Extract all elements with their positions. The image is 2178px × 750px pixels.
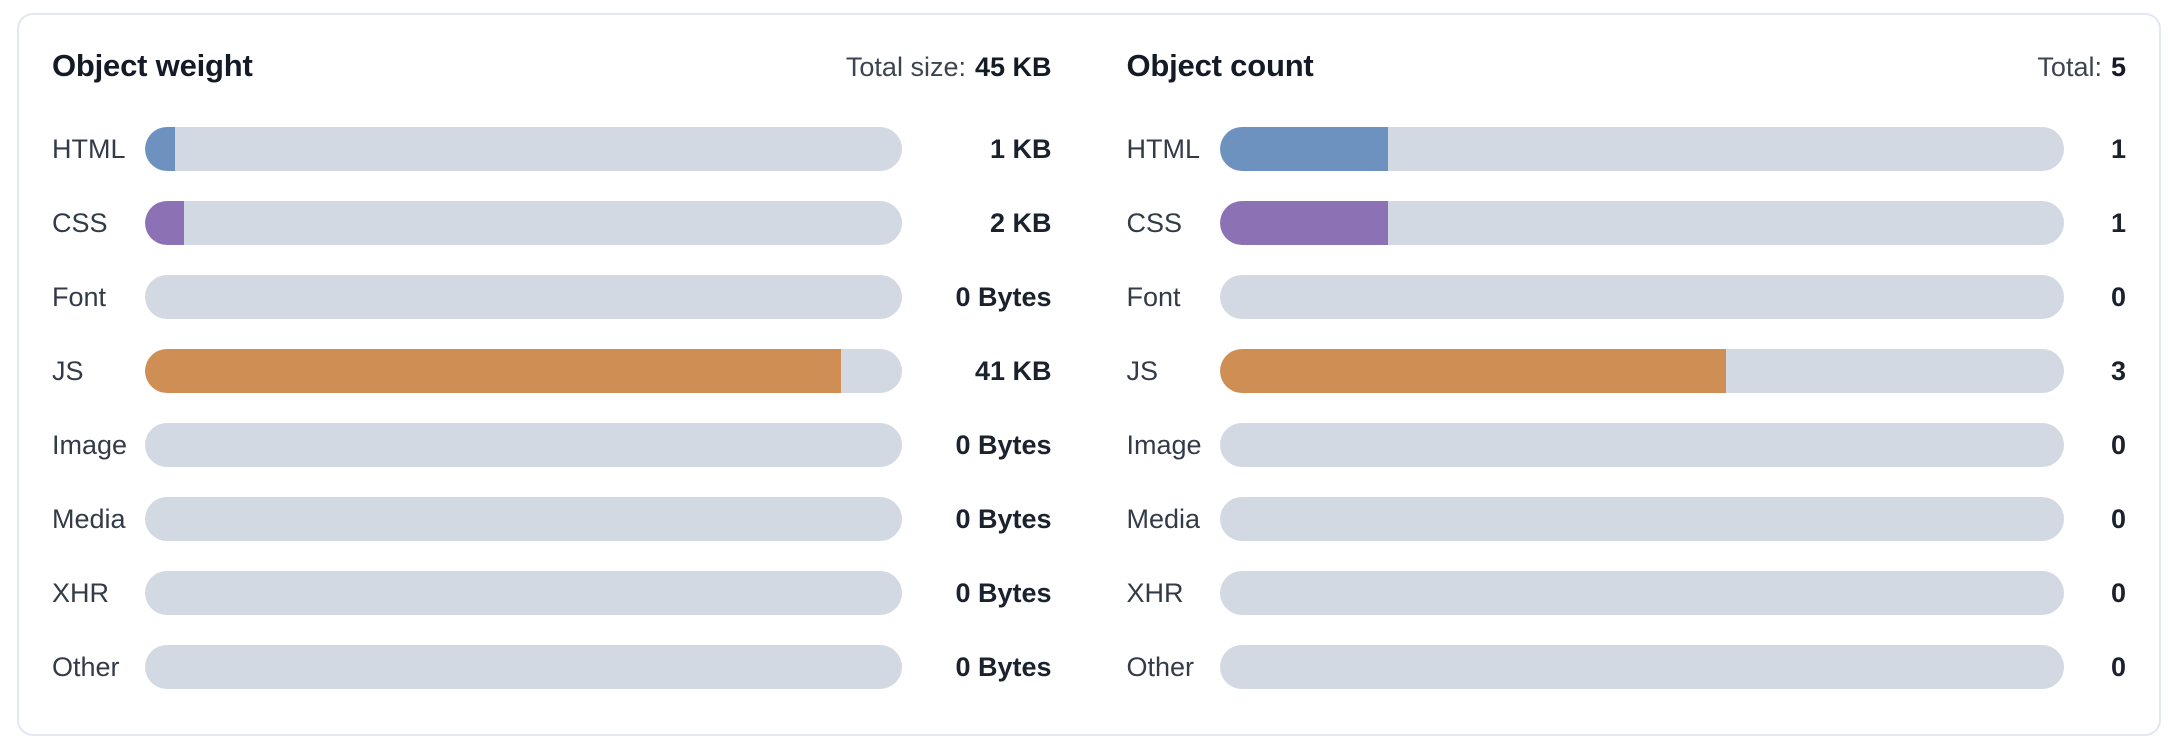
row-label: JS (52, 355, 84, 386)
chart-row: HTML 1 (1126, 127, 2126, 171)
chart-row: CSS 1 (1126, 201, 2126, 245)
row-value: 0 Bytes (955, 429, 1052, 460)
row-label: CSS (52, 207, 108, 238)
row-label: Media (1126, 503, 1201, 534)
bar-track (145, 423, 902, 467)
panel-total: Total size: 45 KB (846, 49, 1052, 85)
bar-track (145, 497, 902, 541)
bar-track (1219, 423, 2064, 467)
bar-fill (145, 201, 184, 245)
row-label: Image (1126, 429, 1202, 460)
row-value: 1 (2110, 133, 2126, 164)
bar-fill (145, 349, 841, 393)
row-label: XHR (1126, 577, 1184, 608)
bar-track (1219, 349, 2064, 393)
chart-row: XHR 0 Bytes (52, 571, 1052, 615)
bar-track (145, 645, 902, 689)
chart-row: Font 0 (1126, 275, 2126, 319)
panel-total: Total: 5 (2037, 49, 2126, 85)
object-count-panel: Object count Total: 5 HTML 1 CSS 1 Font 0 JS 3 Im… (1126, 48, 2127, 734)
panel-header: Object weight Total size: 45 KB (52, 48, 1052, 84)
row-value: 3 (2110, 355, 2126, 386)
bar-fill (1219, 127, 1389, 171)
row-label: Font (1126, 281, 1181, 312)
bar-fill (1219, 201, 1389, 245)
row-value: 0 (2110, 577, 2126, 608)
row-label: XHR (52, 577, 110, 608)
bar-track (145, 571, 902, 615)
chart-row: Media 0 (1126, 497, 2126, 541)
row-value: 0 Bytes (955, 651, 1052, 682)
row-value: 0 (2110, 651, 2126, 682)
row-value: 1 (2110, 207, 2126, 238)
row-label: HTML (52, 133, 126, 164)
row-value: 41 KB (974, 355, 1052, 386)
row-label: Other (52, 651, 120, 682)
panel-title: Object weight (52, 48, 253, 83)
chart-row: JS 41 KB (52, 349, 1052, 393)
chart-row: XHR 0 (1126, 571, 2126, 615)
bar-track (145, 127, 902, 171)
row-value: 0 Bytes (955, 503, 1052, 534)
row-label: Other (1126, 651, 1195, 682)
bar-track (1219, 275, 2064, 319)
total-label: Total: (2037, 52, 2102, 82)
row-label: JS (1126, 355, 1159, 386)
chart-row: HTML 1 KB (52, 127, 1052, 171)
chart-row: Other 0 Bytes (52, 645, 1052, 689)
panel-header: Object count Total: 5 (1127, 48, 2127, 84)
chart-row: Image 0 (1126, 423, 2126, 467)
chart-row: Font 0 Bytes (52, 275, 1052, 319)
row-value: 0 Bytes (955, 577, 1052, 608)
bar-track (1219, 127, 2064, 171)
bar-fill (1219, 349, 1727, 393)
bar-list: HTML 1 CSS 1 Font 0 JS 3 Image 0 Media 0 XHR 0 Other 0 (1126, 127, 2126, 689)
row-label: Media (52, 503, 126, 534)
total-label: Total size: (845, 52, 966, 82)
bar-track (1219, 201, 2064, 245)
bar-track (145, 275, 902, 319)
total-value: 45 KB (974, 52, 1052, 82)
row-value: 0 (2110, 503, 2126, 534)
row-value: 2 KB (989, 207, 1052, 238)
bar-track (1219, 497, 2064, 541)
bar-track (145, 349, 902, 393)
bar-track (1219, 571, 2064, 615)
row-value: 0 (2110, 281, 2126, 312)
object-weight-panel: Object weight Total size: 45 KB HTML 1 KB C… (52, 48, 1052, 734)
resource-breakdown-card: Object weight Total size: 45 KB HTML 1 KB C… (17, 13, 2161, 736)
row-label: CSS (1126, 207, 1183, 238)
chart-row: Other 0 (1126, 645, 2126, 689)
chart-row: JS 3 (1126, 349, 2126, 393)
panel-title: Object count (1126, 48, 1314, 83)
bar-track (145, 201, 902, 245)
chart-row: Media 0 Bytes (52, 497, 1052, 541)
row-label: Image (52, 429, 128, 460)
bar-fill (145, 127, 175, 171)
row-value: 0 Bytes (955, 281, 1052, 312)
chart-row: CSS 2 KB (52, 201, 1052, 245)
bar-track (1219, 645, 2064, 689)
total-value: 5 (2110, 52, 2126, 82)
chart-row: Image 0 Bytes (52, 423, 1052, 467)
row-label: Font (52, 281, 107, 312)
row-value: 1 KB (989, 133, 1052, 164)
row-label: HTML (1126, 133, 1201, 164)
row-value: 0 (2110, 429, 2126, 460)
bar-list: HTML 1 KB CSS 2 KB Font 0 Bytes JS 41 KB Image 0 … (52, 127, 1052, 689)
